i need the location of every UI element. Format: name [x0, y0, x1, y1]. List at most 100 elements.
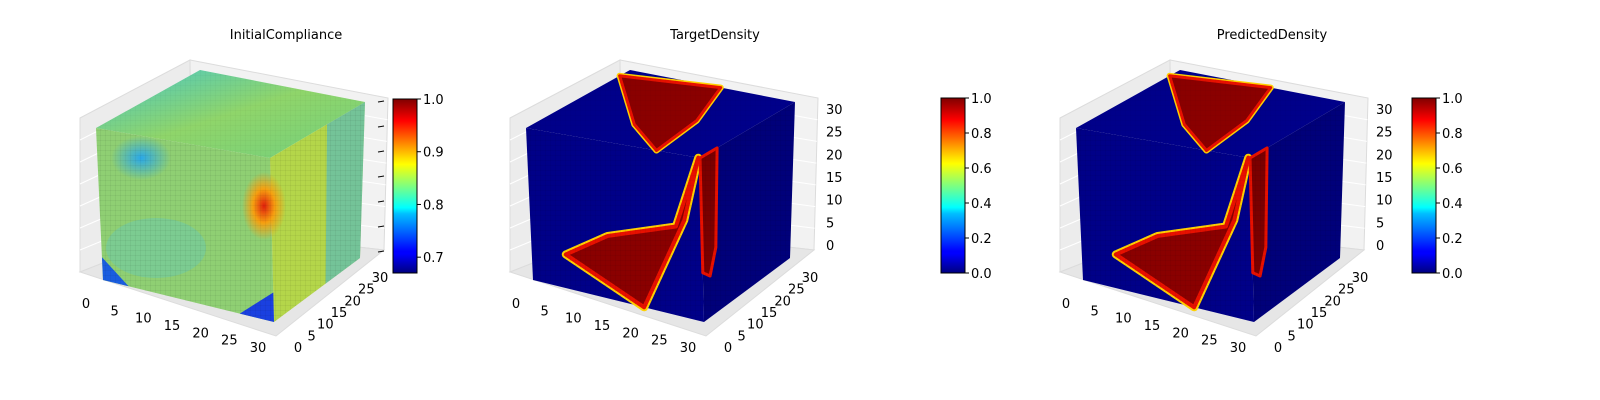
z-axis: 0 5 10 15 20 25 30 — [826, 103, 843, 254]
x-axis: 0 5 10 15 20 25 30 — [512, 297, 696, 356]
colorbar-tick-label: 0.4 — [1442, 197, 1463, 212]
x-tick-label: 15 — [594, 319, 611, 334]
z-tick-label: 30 — [826, 103, 843, 118]
colorbar-gradient — [392, 98, 418, 274]
y-tick-label: 10 — [317, 318, 334, 333]
z-tick-label: 10 — [1376, 194, 1393, 209]
voxel-grid-top — [526, 70, 795, 158]
voxel-grid-front — [96, 128, 274, 322]
voxel-grid-front — [526, 128, 704, 322]
colorbar-gradient — [1411, 97, 1437, 274]
z-tick-label: 0 — [826, 239, 834, 254]
x-tick-label: 25 — [651, 334, 668, 349]
y-tick-label: 5 — [308, 329, 316, 344]
y-tick-label: 15 — [331, 306, 348, 321]
z-tick-label: 20 — [1376, 148, 1393, 163]
x-tick-label: 5 — [541, 304, 549, 319]
z-tick-label: 5 — [1376, 216, 1384, 231]
voxel-grid-right — [700, 102, 795, 322]
x-tick-label: 20 — [192, 326, 209, 341]
x-tick-label: 0 — [1062, 297, 1070, 312]
colorbar-tick-label: 0.7 — [423, 251, 444, 266]
panel-title: InitialCompliance — [230, 28, 343, 43]
y-tick-label: 5 — [1288, 329, 1296, 344]
x-tick-label: 30 — [1230, 341, 1247, 356]
voxel-grid-top — [1076, 70, 1345, 158]
y-tick-label: 15 — [761, 306, 778, 321]
z-axis: 0 5 10 15 20 25 30 — [1376, 103, 1393, 254]
y-tick-label: 15 — [1311, 306, 1328, 321]
voxel-grid-right — [270, 102, 365, 322]
y-tick-label: 0 — [724, 341, 732, 356]
x-tick-label: 25 — [1201, 334, 1218, 349]
y-tick-label: 30 — [1352, 271, 1369, 286]
y-tick-label: 25 — [788, 283, 805, 298]
z-tick-label: 15 — [1376, 171, 1393, 186]
x-tick-label: 20 — [1172, 326, 1189, 341]
colorbar-tick-label: 0.0 — [971, 267, 992, 282]
colorbar-tick-label: 1.0 — [971, 92, 992, 107]
y-tick-label: 5 — [738, 329, 746, 344]
voxel-grid-right — [1250, 102, 1345, 322]
panel-title: PredictedDensity — [1217, 28, 1328, 43]
colorbar: 0.0 0.2 0.4 0.6 0.8 1.0 — [1411, 92, 1463, 282]
x-tick-label: 5 — [1091, 304, 1099, 319]
x-tick-label: 30 — [250, 341, 267, 356]
z-tick-label: 25 — [826, 126, 843, 141]
colorbar-tick-label: 0.2 — [971, 232, 992, 247]
y-tick-label: 0 — [294, 341, 302, 356]
colorbar: 0.7 0.8 0.9 1.0 — [392, 93, 444, 274]
x-tick-label: 0 — [512, 297, 520, 312]
x-tick-label: 10 — [1115, 312, 1132, 327]
colorbar-tick-label: 0.4 — [971, 197, 992, 212]
colorbar-tick-label: 0.9 — [423, 146, 444, 161]
z-tick-label: 30 — [1376, 103, 1393, 118]
colorbar-tick-label: 0.8 — [1442, 127, 1463, 142]
z-tick-label: 20 — [826, 148, 843, 163]
x-tick-label: 25 — [221, 334, 238, 349]
colorbar-tick-label: 0.2 — [1442, 232, 1463, 247]
z-axis — [377, 100, 385, 253]
x-tick-label: 10 — [135, 312, 152, 327]
x-axis: 0 5 10 15 20 25 30 — [82, 297, 266, 356]
colorbar-tick-label: 0.8 — [423, 198, 444, 213]
y-tick-label: 20 — [1324, 294, 1341, 309]
x-tick-label: 15 — [1144, 319, 1161, 334]
z-tick-label: 5 — [826, 216, 834, 231]
y-tick-label: 20 — [344, 294, 361, 309]
y-tick-label: 20 — [774, 294, 791, 309]
colorbar-tick-label: 0.8 — [971, 127, 992, 142]
z-tick-label: 10 — [826, 194, 843, 209]
colorbar-tick-label: 0.6 — [1442, 162, 1463, 177]
x-tick-label: 20 — [622, 326, 639, 341]
z-tick-label: 0 — [1376, 239, 1384, 254]
y-tick-label: 30 — [802, 271, 819, 286]
colorbar-tick-label: 1.0 — [423, 93, 444, 108]
colorbar-tick-label: 1.0 — [1442, 92, 1463, 107]
voxel-grid-top — [96, 70, 365, 158]
x-tick-label: 15 — [164, 319, 181, 334]
voxel-grid-front — [1076, 128, 1254, 322]
y-tick-label: 0 — [1274, 341, 1282, 356]
colorbar-tick-label: 0.6 — [971, 162, 992, 177]
y-tick-label: 10 — [747, 318, 764, 333]
y-tick-label: 30 — [372, 271, 389, 286]
colorbar-tick-label: 0.0 — [1442, 267, 1463, 282]
y-tick-label: 25 — [358, 283, 375, 298]
x-tick-label: 10 — [565, 312, 582, 327]
z-tick-label: 15 — [826, 171, 843, 186]
panel-title: TargetDensity — [669, 28, 760, 43]
x-tick-label: 0 — [82, 297, 90, 312]
x-tick-label: 30 — [680, 341, 697, 356]
y-tick-label: 25 — [1338, 283, 1355, 298]
z-tick-label: 25 — [1376, 126, 1393, 141]
x-tick-label: 5 — [111, 304, 119, 319]
colorbar-gradient — [940, 97, 966, 274]
y-tick-label: 10 — [1297, 318, 1314, 333]
